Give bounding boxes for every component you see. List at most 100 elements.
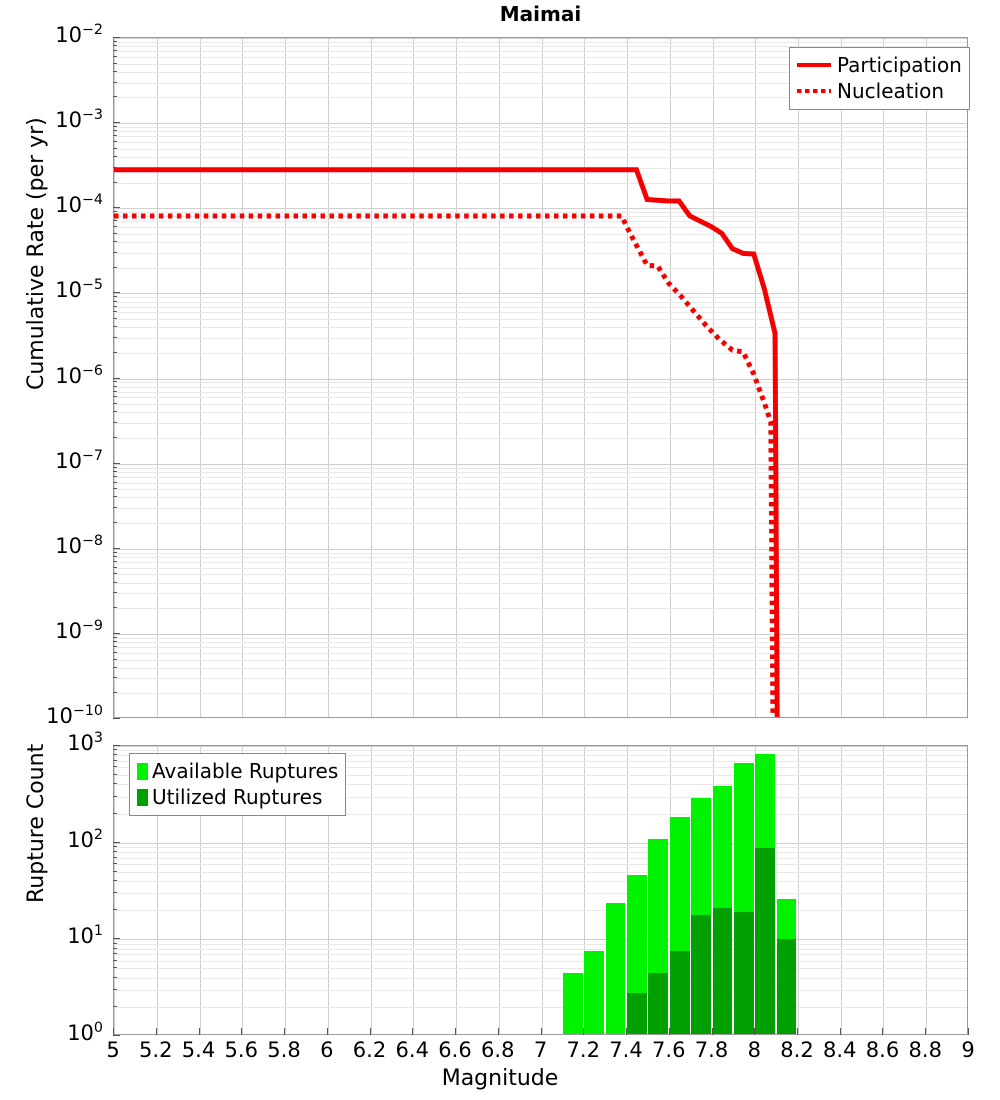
ytick-minor [113, 1006, 117, 1007]
page-title: Maimai [499, 2, 582, 26]
gridline-horizontal-minor [114, 1007, 967, 1008]
ytick-minor [113, 960, 117, 961]
gridline-vertical [285, 38, 286, 717]
xtick-label: 8.8 [908, 1038, 942, 1062]
ytick-minor [113, 252, 117, 253]
xtick-major [327, 1028, 328, 1035]
ytick-minor [113, 948, 117, 949]
ytick-minor [113, 45, 117, 46]
xtick-major [882, 1028, 883, 1035]
gridline-horizontal-minor [114, 497, 967, 498]
gridline-horizontal-minor [114, 847, 967, 848]
ytick-major [113, 378, 120, 379]
xtick-label: 5.8 [267, 1038, 301, 1062]
gridline-vertical [627, 38, 628, 717]
ytick-minor [113, 783, 117, 784]
gridline-horizontal-minor [114, 157, 967, 158]
gridline-vertical [926, 38, 927, 717]
ytick-major [113, 207, 120, 208]
gridline-horizontal-minor [114, 307, 967, 308]
ytick-minor [113, 846, 117, 847]
gridline-horizontal-minor [114, 83, 967, 84]
gridline-vertical [542, 38, 543, 717]
ytick-minor [113, 311, 117, 312]
xtick-label: 6.4 [395, 1038, 429, 1062]
gridline-vertical [755, 38, 756, 717]
gridline-horizontal-minor [114, 678, 967, 679]
ytick-minor [113, 63, 117, 64]
gridline-horizontal-minor [114, 583, 967, 584]
ytick-label: 10−2 [55, 22, 103, 47]
ytick-minor [113, 863, 117, 864]
ytick-minor [113, 556, 117, 557]
gridline-horizontal-minor [114, 438, 967, 439]
gridline-horizontal-minor [114, 557, 967, 558]
ytick-minor [113, 96, 117, 97]
ytick-minor [113, 226, 117, 227]
gridline-horizontal [114, 208, 967, 209]
ytick-minor [113, 692, 117, 693]
gridline-horizontal-minor [114, 297, 967, 298]
gridline-horizontal-minor [114, 412, 967, 413]
xtick-label: 6.6 [438, 1038, 472, 1062]
ytick-major [113, 122, 120, 123]
gridline-horizontal [114, 293, 967, 294]
gridline-horizontal-minor [114, 852, 967, 853]
ytick-minor [113, 953, 117, 954]
ytick-minor [113, 476, 117, 477]
ytick-minor [113, 318, 117, 319]
gridline-horizontal-minor [114, 508, 967, 509]
ytick-minor [113, 411, 117, 412]
ytick-minor [113, 552, 117, 553]
gridline-horizontal-minor [114, 767, 967, 768]
gridline-horizontal [114, 38, 967, 39]
ytick-minor [113, 148, 117, 149]
gridline-vertical [114, 746, 115, 1034]
legend-label-utilized-ruptures: Utilized Ruptures [152, 785, 323, 809]
gridline-horizontal-minor [114, 978, 967, 979]
gridline-horizontal-minor [114, 523, 967, 524]
xtick-major [712, 1028, 713, 1035]
gridline-horizontal [114, 843, 967, 844]
ytick-major [113, 548, 120, 549]
ytick-minor [113, 637, 117, 638]
gridline-vertical [328, 746, 329, 1034]
ytick-minor [113, 403, 117, 404]
bottom-panel-ylabel: Rupture Count [24, 743, 49, 903]
ytick-label: 10−3 [55, 107, 103, 133]
ytick-minor [113, 215, 117, 216]
top-panel-ytick-labels: 10−2 10−3 10−4 10−5 10−6 10−7 10−8 10−9 10−10 [0, 22, 108, 728]
ytick-minor [113, 56, 117, 57]
gridline-vertical [371, 38, 372, 717]
gridline-vertical [499, 746, 500, 1034]
ytick-minor [113, 766, 117, 767]
gridline-horizontal-minor [114, 72, 967, 73]
ytick-minor [113, 337, 117, 338]
ytick-minor [113, 857, 117, 858]
ytick-minor [113, 488, 117, 489]
xtick-label: 8 [747, 1038, 761, 1062]
gridline-vertical [841, 746, 842, 1034]
xtick-label: 5.4 [181, 1038, 216, 1062]
xtick-major [626, 1028, 627, 1035]
gridline-horizontal-minor [114, 227, 967, 228]
ytick-minor [113, 437, 117, 438]
ytick-minor [113, 754, 117, 755]
xtick-major [455, 1028, 456, 1035]
gridline-horizontal-minor [114, 472, 967, 473]
ytick-minor [113, 813, 117, 814]
ytick-minor [113, 167, 117, 168]
xtick-major [925, 1028, 926, 1035]
ytick-minor [113, 267, 117, 268]
xtick-label: 8.4 [823, 1038, 857, 1062]
gridline-horizontal-minor [114, 864, 967, 865]
gridline-vertical [242, 38, 243, 717]
ytick-minor [113, 967, 117, 968]
ytick-minor [113, 659, 117, 660]
ytick-minor [113, 71, 117, 72]
gridline-horizontal-minor [114, 483, 967, 484]
bar-available-ruptures [605, 902, 626, 1034]
gridline-vertical [841, 38, 842, 717]
xtick-major [498, 1028, 499, 1035]
xtick-major [754, 1028, 755, 1035]
